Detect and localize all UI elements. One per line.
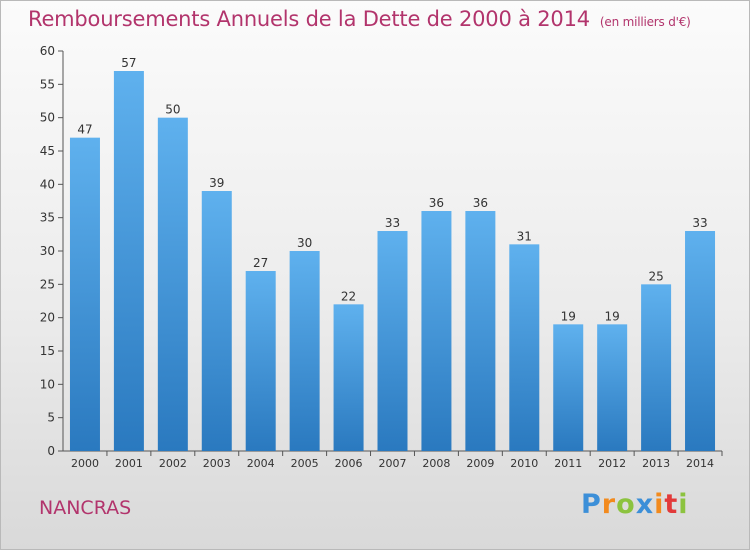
x-tick-label: 2004 <box>247 457 275 470</box>
bar-value-label: 50 <box>165 103 180 117</box>
bar <box>465 211 496 451</box>
x-tick-label: 2009 <box>466 457 494 470</box>
bar-value-label: 19 <box>605 309 620 323</box>
bar <box>157 117 188 452</box>
chart-subtitle: (en milliers d'€) <box>599 15 691 29</box>
bar <box>333 304 364 451</box>
x-tick-label: 2012 <box>598 457 626 470</box>
y-tick-label: 10 <box>40 377 55 391</box>
x-tick-label: 2006 <box>335 457 363 470</box>
bar <box>509 244 540 451</box>
chart-title: Remboursements Annuels de la Dette de 20… <box>28 7 691 31</box>
bar-value-label: 36 <box>473 196 488 210</box>
y-tick-label: 15 <box>40 344 55 358</box>
chart-axes: 0 5 10 15 20 25 30 35 40 45 50 55 60 2000 2001 2002 2003… <box>40 44 723 470</box>
y-tick-label: 25 <box>40 277 55 291</box>
bar <box>553 324 584 451</box>
x-tick-label: 2013 <box>642 457 670 470</box>
y-tick-label: 45 <box>40 144 55 158</box>
y-tick-label: 30 <box>40 244 55 258</box>
bar <box>421 211 452 451</box>
bar-value-label: 36 <box>429 196 444 210</box>
bar-value-label: 22 <box>341 289 356 303</box>
bar <box>685 231 716 451</box>
x-tick-label: 2008 <box>422 457 450 470</box>
y-tick-label: 35 <box>40 211 55 225</box>
y-tick-label: 0 <box>47 444 55 458</box>
y-tick-label: 20 <box>40 311 55 325</box>
x-tick-label: 2005 <box>291 457 319 470</box>
bar <box>201 191 232 451</box>
bar-value-label: 19 <box>561 309 576 323</box>
y-tick-label: 60 <box>40 44 55 58</box>
x-tick-label: 2010 <box>510 457 538 470</box>
chart-title-text: Remboursements Annuels de la Dette de 20… <box>28 7 590 31</box>
y-tick-label: 5 <box>47 411 55 425</box>
x-tick-label: 2011 <box>554 457 582 470</box>
chart-bars: 47 57 50 39 27 30 22 33 36 36 31 19 19 25 33 <box>69 56 716 452</box>
y-tick-label: 55 <box>40 77 55 91</box>
bar-value-label: 31 <box>517 229 532 243</box>
bar <box>289 251 320 451</box>
bar <box>245 271 276 451</box>
bar <box>641 284 672 451</box>
y-tick-label: 50 <box>40 111 55 125</box>
bar-value-label: 57 <box>121 56 136 70</box>
x-tick-label: 2003 <box>203 457 231 470</box>
proxiti-logo: Proxiti <box>581 489 689 520</box>
bar <box>377 231 408 451</box>
bar-value-label: 47 <box>77 123 92 137</box>
bar-value-label: 39 <box>209 176 224 190</box>
bar <box>597 324 628 451</box>
bar-value-label: 30 <box>297 236 312 250</box>
x-tick-label: 2002 <box>159 457 187 470</box>
x-tick-label: 2007 <box>379 457 407 470</box>
bar-value-label: 25 <box>648 269 663 283</box>
bar-value-label: 33 <box>692 216 707 230</box>
bar-value-label: 27 <box>253 256 268 270</box>
y-tick-label: 40 <box>40 177 55 191</box>
x-tick-label: 2000 <box>71 457 99 470</box>
bar-value-label: 33 <box>385 216 400 230</box>
town-name: NANCRAS <box>39 497 132 519</box>
bar <box>69 137 100 451</box>
bar <box>113 71 144 451</box>
x-tick-label: 2014 <box>686 457 714 470</box>
x-tick-label: 2001 <box>115 457 143 470</box>
